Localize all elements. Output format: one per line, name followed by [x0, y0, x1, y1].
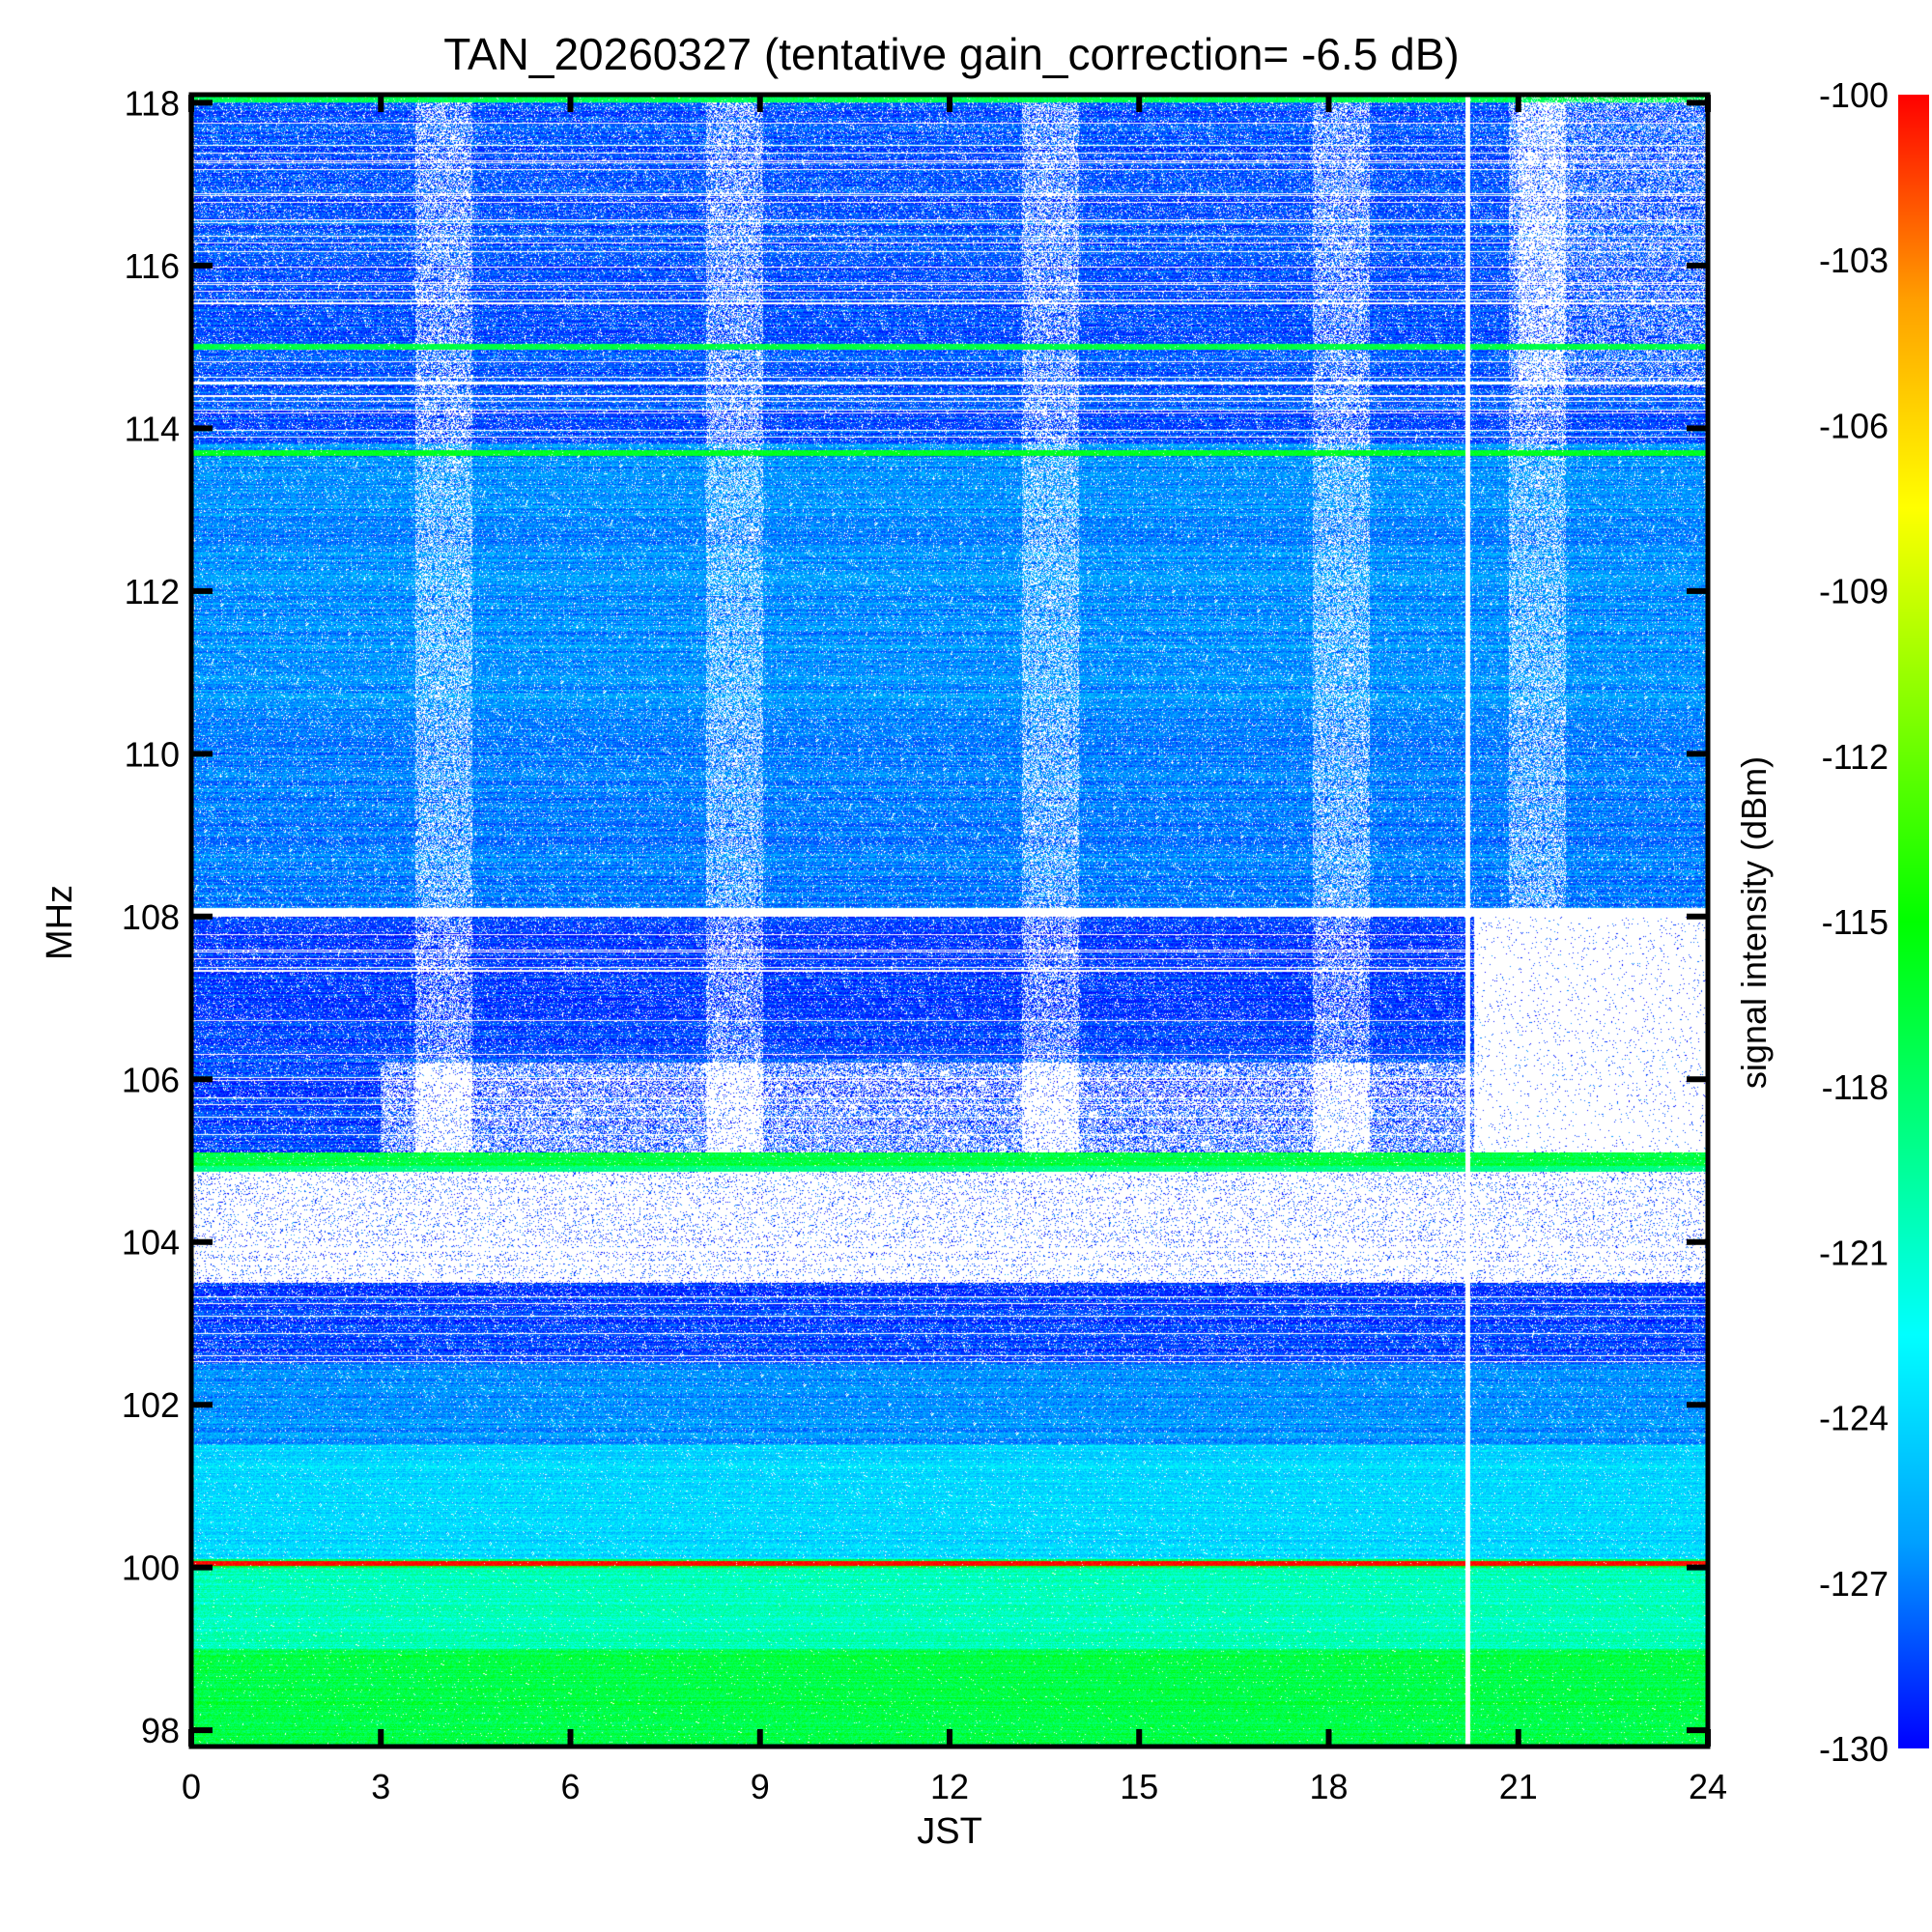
colorbar-tick-label: -121	[1819, 1233, 1889, 1272]
colorbar-tick-label: -103	[1819, 241, 1889, 280]
y-tick-label: 110	[125, 734, 180, 774]
y-tick-label: 100	[122, 1548, 180, 1588]
x-tick-label: 21	[1499, 1767, 1538, 1806]
x-tick-label: 9	[751, 1767, 770, 1806]
colorbar-tick-label: -118	[1822, 1067, 1889, 1107]
x-tick-label: 18	[1309, 1767, 1348, 1806]
colorbar-tick-label: -106	[1819, 406, 1889, 445]
chart-title: TAN_20260327 (tentative gain_correction=…	[443, 29, 1459, 79]
y-tick-label: 106	[122, 1060, 180, 1099]
colorbar-tick-label: -115	[1822, 902, 1889, 942]
x-tick-label: 6	[560, 1767, 580, 1806]
colorbar-label: signal intensity (dBm)	[1734, 756, 1774, 1089]
colorbar-tick-label: -109	[1819, 572, 1889, 611]
x-tick-label: 24	[1689, 1767, 1727, 1806]
y-tick-label: 116	[125, 246, 180, 286]
plot-area	[191, 95, 1708, 1747]
colorbar-tick-label: -100	[1819, 75, 1889, 115]
x-tick-label: 3	[371, 1767, 390, 1806]
x-axis-label: JST	[917, 1811, 982, 1852]
x-tick-label: 0	[182, 1767, 201, 1806]
colorbar	[1898, 95, 1929, 1748]
x-axis: 0 3 6 9 12 15 18 21 24	[182, 95, 1727, 1806]
y-tick-label: 114	[125, 409, 180, 448]
x-tick-label: 15	[1120, 1767, 1158, 1806]
heatmap-image	[191, 95, 1708, 1747]
y-tick-label: 108	[122, 897, 180, 937]
y-tick-label: 112	[125, 572, 180, 611]
y-axis-label: MHz	[40, 885, 80, 960]
y-tick-label: 98	[141, 1711, 180, 1750]
y-tick-label: 118	[125, 83, 180, 123]
colorbar-tick-label: -124	[1819, 1399, 1889, 1438]
colorbar-tick-label: -112	[1822, 737, 1889, 777]
colorbar-tick-label: -127	[1819, 1564, 1889, 1604]
colorbar-tick-label: -130	[1819, 1729, 1889, 1769]
y-tick-label: 104	[122, 1223, 180, 1263]
colorbar-ticks: -100 -103 -106 -109 -112 -115 -118 -121 -124 -127…	[1819, 75, 1889, 1769]
y-tick-label: 102	[122, 1385, 180, 1425]
x-tick-label: 12	[930, 1767, 969, 1806]
y-axis: 98 100 102 104 106 108 110 112 114 116 118	[122, 83, 1708, 1750]
